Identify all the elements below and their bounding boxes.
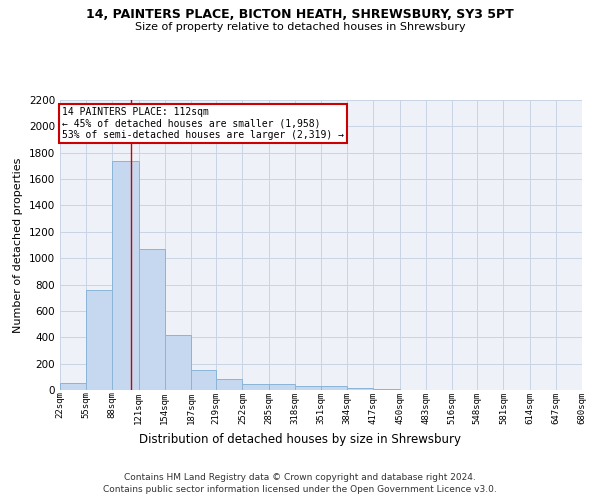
Bar — [321, 386, 347, 390]
Bar — [139, 249, 165, 390]
Y-axis label: Number of detached properties: Number of detached properties — [13, 158, 23, 332]
Bar — [86, 290, 112, 390]
Text: Contains HM Land Registry data © Crown copyright and database right 2024.: Contains HM Land Registry data © Crown c… — [124, 472, 476, 482]
Text: 14 PAINTERS PLACE: 112sqm
← 45% of detached houses are smaller (1,958)
53% of se: 14 PAINTERS PLACE: 112sqm ← 45% of detac… — [62, 106, 344, 140]
Bar — [347, 388, 373, 390]
Bar — [191, 370, 216, 390]
Bar — [112, 160, 139, 390]
Bar — [165, 336, 191, 390]
Text: Contains public sector information licensed under the Open Government Licence v3: Contains public sector information licen… — [103, 485, 497, 494]
Bar — [216, 379, 242, 390]
Bar — [295, 386, 321, 390]
Text: Size of property relative to detached houses in Shrewsbury: Size of property relative to detached ho… — [134, 22, 466, 32]
Bar — [60, 383, 86, 390]
Bar — [242, 384, 269, 390]
Bar — [269, 384, 295, 390]
Text: 14, PAINTERS PLACE, BICTON HEATH, SHREWSBURY, SY3 5PT: 14, PAINTERS PLACE, BICTON HEATH, SHREWS… — [86, 8, 514, 20]
Text: Distribution of detached houses by size in Shrewsbury: Distribution of detached houses by size … — [139, 432, 461, 446]
